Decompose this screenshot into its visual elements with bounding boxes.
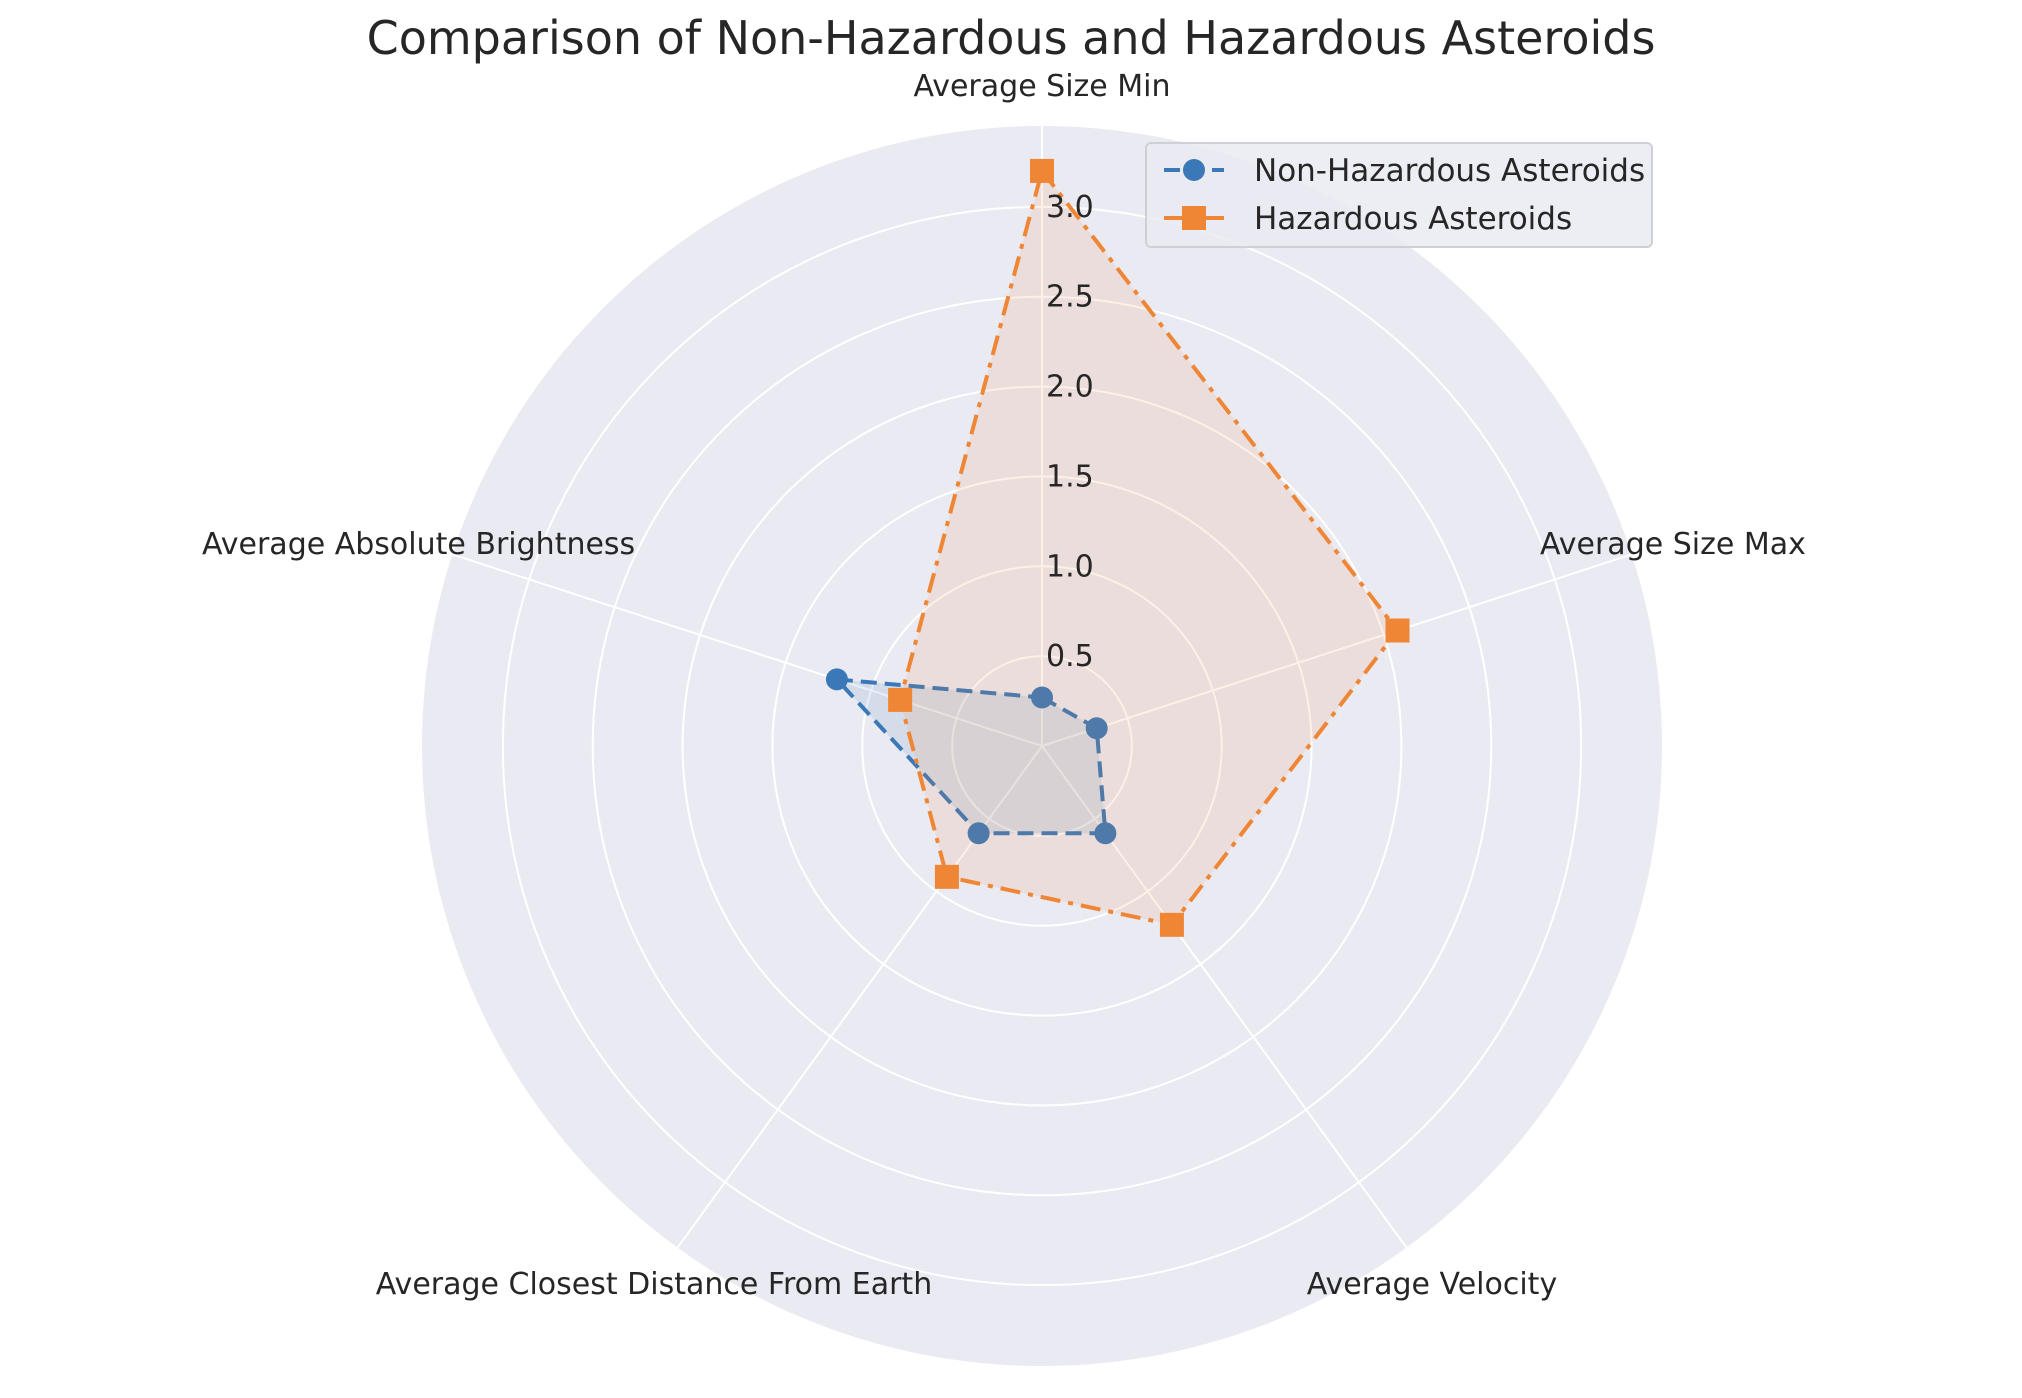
chart-title: Comparison of Non-Hazardous and Hazardou… [367, 11, 1656, 65]
data-point [1385, 618, 1410, 643]
series-area [900, 170, 1398, 925]
series-layer [825, 158, 1410, 937]
axis-label: Average Velocity [1307, 1267, 1557, 1302]
axis-labels: Average Size Min Average Size Max Average … [202, 69, 1806, 1302]
legend-box [1145, 142, 1653, 248]
data-point [1031, 686, 1053, 709]
data-point [1159, 912, 1184, 937]
legend-item: Non-Hazardous Asteroids [1164, 153, 1645, 189]
radial-tick-label: 2.5 [1046, 280, 1094, 315]
grid-spoke [452, 553, 1043, 747]
data-point [888, 687, 913, 712]
radial-tick-label: 1.5 [1046, 459, 1094, 494]
radial-tick-label: 0.5 [1046, 639, 1094, 674]
data-point [825, 668, 848, 691]
axis-label: Average Closest Distance From Earth [376, 1267, 932, 1302]
legend-label: Hazardous Asteroids [1254, 201, 1572, 237]
legend-label: Non-Hazardous Asteroids [1254, 153, 1645, 189]
legend-item: Hazardous Asteroids [1164, 201, 1572, 237]
data-point [1094, 822, 1117, 845]
legend: Non-Hazardous Asteroids Hazardous Asteroi… [1145, 142, 1653, 248]
data-point [967, 822, 990, 845]
series-non-hazardous [825, 668, 1117, 845]
axis-label: Average Size Max [1540, 527, 1806, 562]
series-hazardous [888, 158, 1410, 937]
axis-label: Average Absolute Brightness [202, 527, 635, 562]
radial-tick-label: 3.0 [1046, 190, 1094, 225]
data-point [1030, 158, 1054, 183]
radial-tick-label: 2.0 [1046, 370, 1094, 405]
radial-tick-label: 1.0 [1046, 549, 1094, 584]
data-point [1085, 717, 1108, 740]
series-area [836, 679, 1106, 834]
legend-marker [1183, 159, 1205, 181]
series-line [898, 168, 1400, 927]
data-point [934, 864, 959, 889]
legend-marker [1182, 206, 1206, 230]
axis-label: Average Size Min [913, 69, 1170, 104]
grid-spoke [1041, 553, 1632, 747]
